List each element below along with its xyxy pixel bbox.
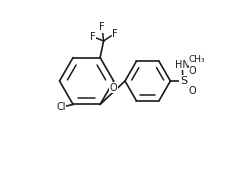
Text: F: F xyxy=(112,29,118,39)
Text: HN: HN xyxy=(175,60,190,70)
Text: F: F xyxy=(99,22,105,32)
Text: F: F xyxy=(90,32,96,42)
Text: O: O xyxy=(110,83,117,93)
Text: CH₃: CH₃ xyxy=(188,55,205,64)
Text: S: S xyxy=(180,76,187,86)
Text: Cl: Cl xyxy=(56,102,66,112)
Text: O: O xyxy=(188,86,196,96)
Text: O: O xyxy=(188,66,196,76)
